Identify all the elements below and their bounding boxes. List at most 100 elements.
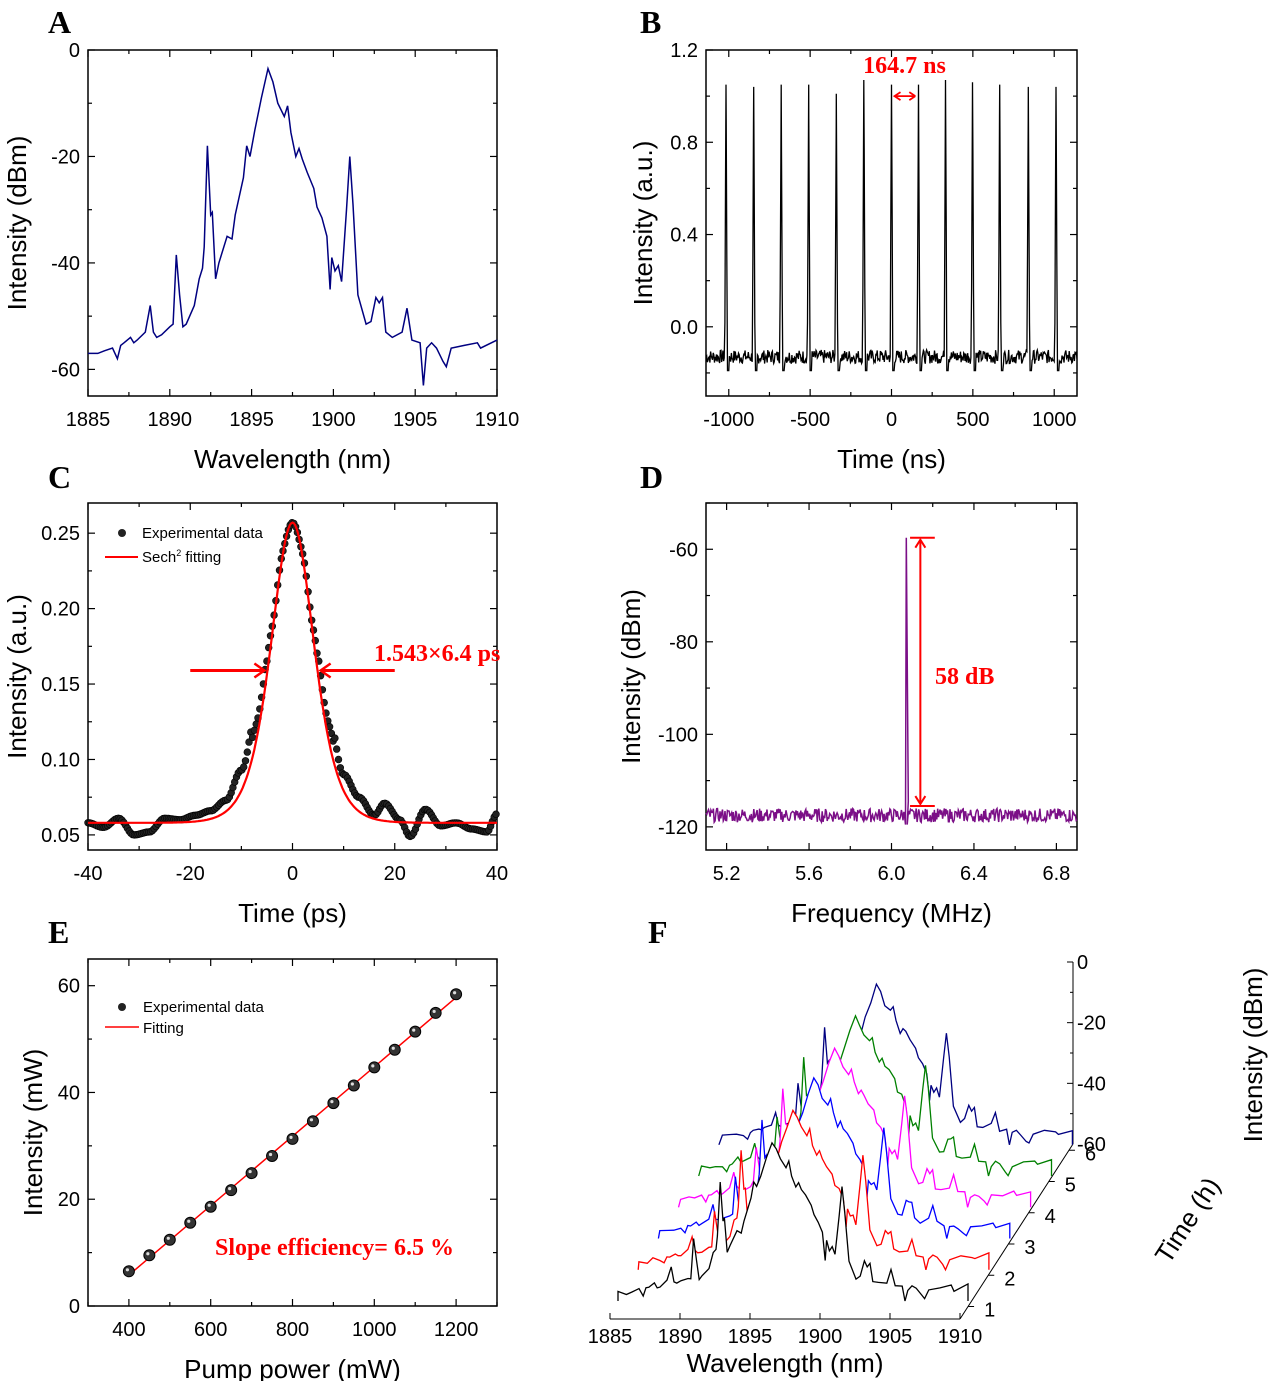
time-tick-label: 6 [1085,1143,1096,1165]
x-tick-label: -500 [790,409,830,431]
data-point-highlight [187,1219,191,1223]
x-tick-label: 600 [194,1319,227,1341]
x-tick-label: -20 [176,863,205,885]
data-point [306,1115,319,1128]
data-point [163,1233,176,1246]
y-axis-title: Intensity (a.u.) [2,594,32,759]
z-tick-label: -20 [1077,1013,1106,1035]
x-tick-label: 1900 [798,1326,843,1348]
data-point [388,1043,401,1056]
data-point [368,1061,381,1074]
time-axis-title: Time (h) [1149,1172,1226,1269]
data-point [266,1149,279,1162]
plot-frame [705,502,1078,851]
data-point-highlight [248,1169,252,1174]
data-point [492,810,500,818]
y-axis-title: Intensity (dBm) [616,589,646,764]
x-axis-title: Pump power (mW) [184,1354,401,1381]
y-tick-label: 1.2 [670,40,698,62]
y-axis-title: Intensity (a.u.) [628,141,658,306]
z-tick-label: 0 [1077,952,1088,974]
x-tick-label: 20 [384,863,406,885]
data-point [143,1249,156,1262]
x-tick-label: 1905 [393,409,438,431]
panel-b-pulse-train-chart: -1000 -500 0 500 1000 0.0 0.4 0.8 1.2 Time (ns) In… [628,4,1078,474]
panel-label: A [48,4,71,40]
y-tick-label: 0.0 [670,317,698,339]
plot-frame [87,49,498,397]
arrow-head-right [908,91,916,101]
data-point-highlight [125,1268,129,1272]
data-point-highlight [268,1152,273,1157]
data-point-highlight [146,1252,150,1256]
data-point [248,733,257,742]
z-tick-label: -40 [1077,1073,1106,1095]
data-point-highlight [432,1009,436,1014]
y-tick-label: -60 [669,539,698,561]
panel-f-waterfall-chart: F 1885 1890 1895 1900 1905 1910 Wavelength (nm)… [588,914,1268,1378]
data-point-highlight [228,1187,232,1191]
x-axis-title: Wavelength (nm) [687,1348,884,1378]
x-tick-label: 1910 [475,409,520,431]
x-tick-label: 1885 [66,409,111,431]
data-point [204,1200,217,1213]
legend-label-fit: Fitting [143,1020,184,1037]
data-point [243,748,252,756]
x-tick-label: 6.4 [960,863,988,885]
x-tick-label: 1890 [148,409,193,431]
y-tick-label: 0.05 [41,825,80,847]
data-point [347,1079,360,1092]
fwhm-annotation: 1.543×6.4 ps [374,641,500,667]
data-point [240,763,248,771]
x-axis-title: Time (ps) [238,898,347,928]
x-tick-label: 1900 [311,409,356,431]
data-point [429,1006,442,1019]
y-tick-label: 20 [58,1189,80,1211]
experimental-data-points [84,518,500,841]
slope-efficiency-annotation: Slope efficiency= 6.5 % [215,1235,454,1261]
data-point [333,745,341,753]
time-tick-label: 3 [1024,1237,1035,1259]
x-tick-label: 6.8 [1042,863,1070,885]
z-axis-title: Intensity (dBm) [1238,968,1268,1143]
panel-label: C [48,459,71,495]
x-tick-label: 1905 [868,1326,913,1348]
x-tick-label: 1885 [588,1326,633,1348]
data-point [286,1132,299,1145]
x-tick-label: 5.2 [713,863,741,885]
data-point-highlight [453,991,457,995]
data-point [184,1216,197,1229]
x-tick-label: 1895 [229,409,274,431]
data-point [450,988,463,1001]
panel-d-rf-spectrum-chart: 5.2 5.6 6.0 6.4 6.8 -60 -80 -100 -120 Frequency (… [616,459,1078,928]
x-tick-label: -40 [74,863,103,885]
y-tick-label: -60 [51,359,80,381]
data-point-highlight [330,1100,334,1104]
time-tick-label: 4 [1045,1206,1056,1228]
data-point [331,734,339,742]
panel-c-autocorrelation-chart: -40 -20 0 20 40 0.05 0.10 0.15 0.20 0.25 Time (ps)… [2,459,508,928]
x-tick-label: 500 [956,409,989,431]
y-tick-label: -40 [51,253,80,275]
time-tick-label: 2 [1004,1268,1015,1290]
data-point-highlight [412,1028,416,1032]
spectrum-line [88,65,498,386]
legend-label-fit: Sech2 fitting [142,548,221,566]
data-point [327,1097,340,1110]
x-tick-label: 1000 [1032,409,1077,431]
x-tick-label: 400 [112,1319,145,1341]
arrowhead-up [914,537,927,549]
y-tick-label: 0.10 [41,749,80,771]
x-axis-title: Frequency (MHz) [791,898,992,928]
y-tick-label: 40 [58,1082,80,1104]
x-axis-title: Wavelength (nm) [194,444,391,474]
data-point-highlight [207,1203,211,1207]
x-tick-label: 800 [276,1319,309,1341]
legend-label-experimental: Experimental data [142,525,264,542]
x-tick-label: 40 [486,863,508,885]
data-point-highlight [371,1064,375,1068]
x-tick-label: 1000 [352,1319,397,1341]
data-point [122,1265,135,1278]
x-tick-label: 5.6 [795,863,823,885]
spectrum-trace-2h [637,1108,990,1272]
